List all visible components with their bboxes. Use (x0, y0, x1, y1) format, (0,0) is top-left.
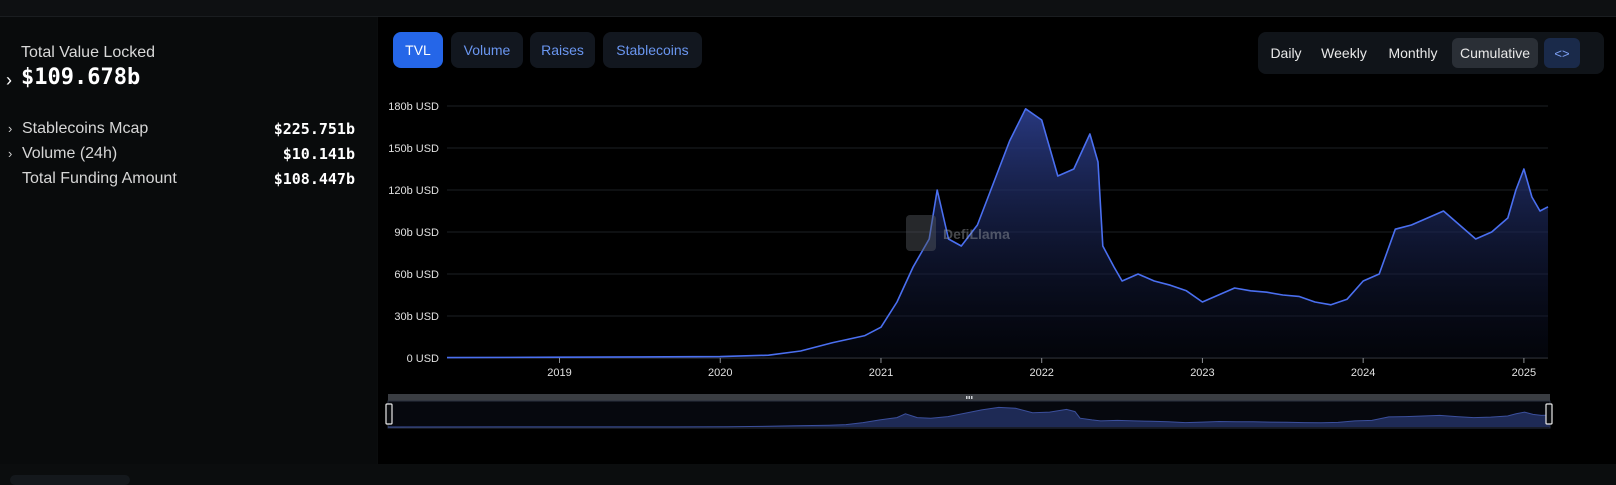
tab-stablecoins[interactable]: Stablecoins (603, 32, 702, 68)
top-bar (0, 0, 1616, 17)
tab-volume[interactable]: Volume (451, 32, 523, 68)
stat-value: $225.751b (273, 120, 355, 138)
panel-footer-stub (10, 475, 130, 485)
stat-row-volume[interactable]: › Volume (24h) $10.141b (0, 145, 355, 167)
stat-value: $10.141b (282, 145, 355, 163)
chevron-right-icon[interactable]: › (8, 121, 13, 136)
tvl-expand-chevron-icon[interactable]: › (6, 70, 12, 90)
period-cumulative[interactable]: Cumulative (1452, 38, 1538, 68)
stat-row-stablecoins[interactable]: › Stablecoins Mcap $225.751b (0, 120, 355, 142)
y-tick-label: 180b USD (388, 101, 439, 113)
stat-label: Volume (24h) (22, 145, 118, 162)
x-tick-label: 2019 (547, 367, 571, 379)
x-tick-label: 2020 (708, 367, 732, 379)
stat-label: Total Funding Amount (22, 170, 177, 187)
tvl-title: Total Value Locked (21, 44, 156, 61)
embed-code-button[interactable]: <> (1544, 38, 1580, 68)
y-tick-label: 30b USD (394, 311, 439, 323)
tab-raises[interactable]: Raises (530, 32, 595, 68)
range-slider[interactable] (385, 394, 1553, 429)
overview-line (387, 406, 1551, 428)
slider-grip-icon[interactable] (966, 396, 973, 399)
y-tick-label: 60b USD (394, 269, 439, 281)
tvl-area-fill (447, 108, 1548, 358)
chevron-right-icon[interactable]: › (8, 146, 13, 161)
watermark-text: DefiLlama (943, 226, 1010, 242)
chart-panel: TVL Volume Raises Stablecoins Daily Week… (378, 17, 1616, 464)
slider-left-handle[interactable] (385, 403, 393, 425)
x-tick-label: 2022 (1029, 367, 1053, 379)
x-tick-label: 2023 (1190, 367, 1214, 379)
tab-tvl[interactable]: TVL (393, 32, 443, 68)
stat-row-funding: Total Funding Amount $108.447b (0, 170, 355, 192)
tvl-series-line (446, 108, 1549, 359)
period-selector: Daily Weekly Monthly Cumulative <> (1258, 32, 1604, 74)
y-tick-label: 120b USD (388, 185, 439, 197)
defillama-watermark: DefiLlama (906, 215, 1010, 251)
period-monthly[interactable]: Monthly (1388, 45, 1438, 61)
stat-value: $108.447b (273, 170, 355, 188)
x-tick-label: 2024 (1351, 367, 1375, 379)
period-daily[interactable]: Daily (1270, 45, 1302, 61)
summary-panel: Total Value Locked › $109.678b › Stablec… (0, 17, 377, 485)
tvl-value: $109.678b (21, 65, 141, 90)
stat-label: Stablecoins Mcap (22, 120, 149, 137)
x-tick-label: 2021 (869, 367, 893, 379)
y-tick-label: 150b USD (388, 143, 439, 155)
period-weekly[interactable]: Weekly (1321, 45, 1367, 61)
llama-logo-icon (906, 215, 936, 251)
tvl-chart: DefiLlama 0 USD 30b USD 60b USD 90b USD 120b… (385, 101, 1553, 429)
x-tick-label: 2025 (1512, 367, 1536, 379)
slider-right-handle[interactable] (1545, 403, 1553, 425)
y-tick-label: 0 USD (407, 353, 439, 365)
y-tick-label: 90b USD (394, 227, 439, 239)
